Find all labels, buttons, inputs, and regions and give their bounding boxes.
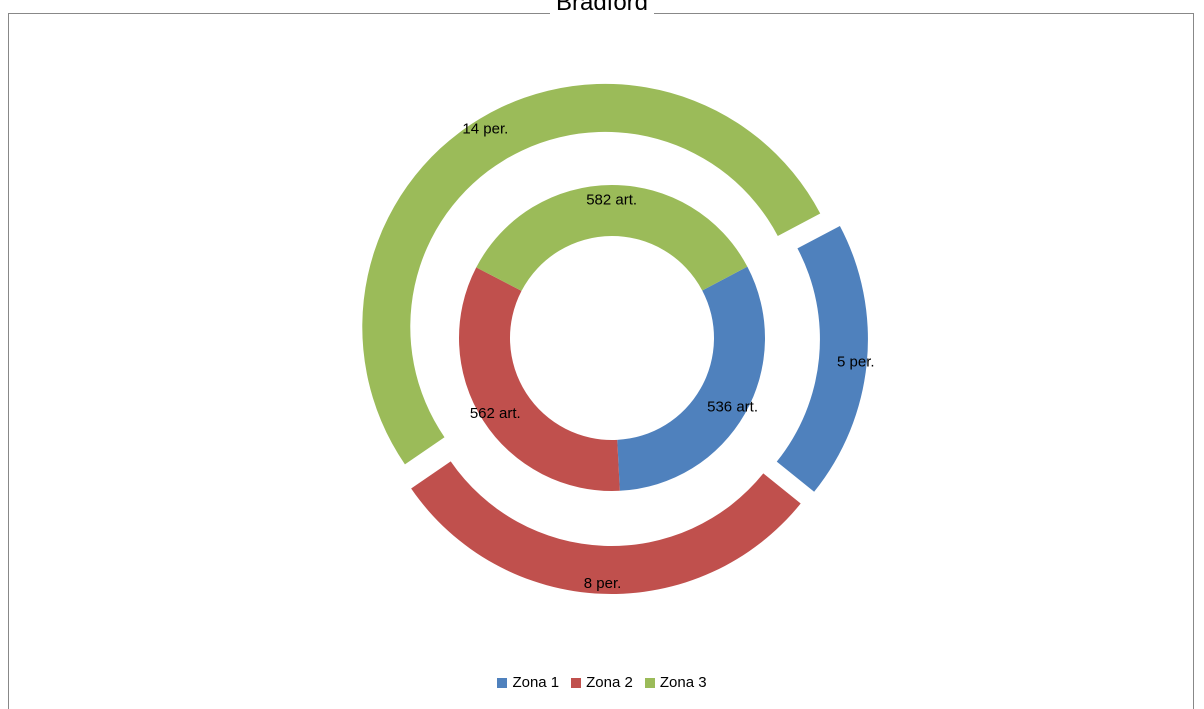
legend-label: Zona 3	[659, 674, 707, 691]
outer-slice-zona-2	[411, 461, 801, 594]
inner-slice-zona-1	[617, 266, 765, 491]
inner-data-label: 562 art.	[470, 405, 521, 422]
inner-data-label: 582 art.	[586, 191, 637, 208]
legend-label: Zona 2	[586, 674, 633, 691]
legend-swatch	[571, 677, 582, 688]
legend-item: Zona 2	[571, 674, 633, 691]
outer-slice-zona-3	[362, 83, 821, 465]
outer-data-label: 5 per.	[837, 354, 875, 371]
outer-data-label: 8 per.	[584, 575, 622, 592]
legend-item: Zona 3	[644, 674, 707, 691]
legend-label: Zona 1	[512, 674, 560, 691]
legend: Zona 1 Zona 2 Zona 3	[0, 674, 1204, 691]
inner-slice-zona-2	[459, 267, 620, 491]
chart-title: Bradford	[0, 0, 1204, 18]
legend-swatch	[497, 677, 508, 688]
legend-swatch	[644, 677, 655, 688]
outer-slice-zona-1	[776, 225, 868, 492]
legend-item: Zona 1	[497, 674, 559, 691]
inner-data-label: 536 art.	[707, 399, 758, 416]
outer-data-label: 14 per.	[462, 120, 508, 137]
inner-slice-zona-3	[476, 184, 748, 291]
